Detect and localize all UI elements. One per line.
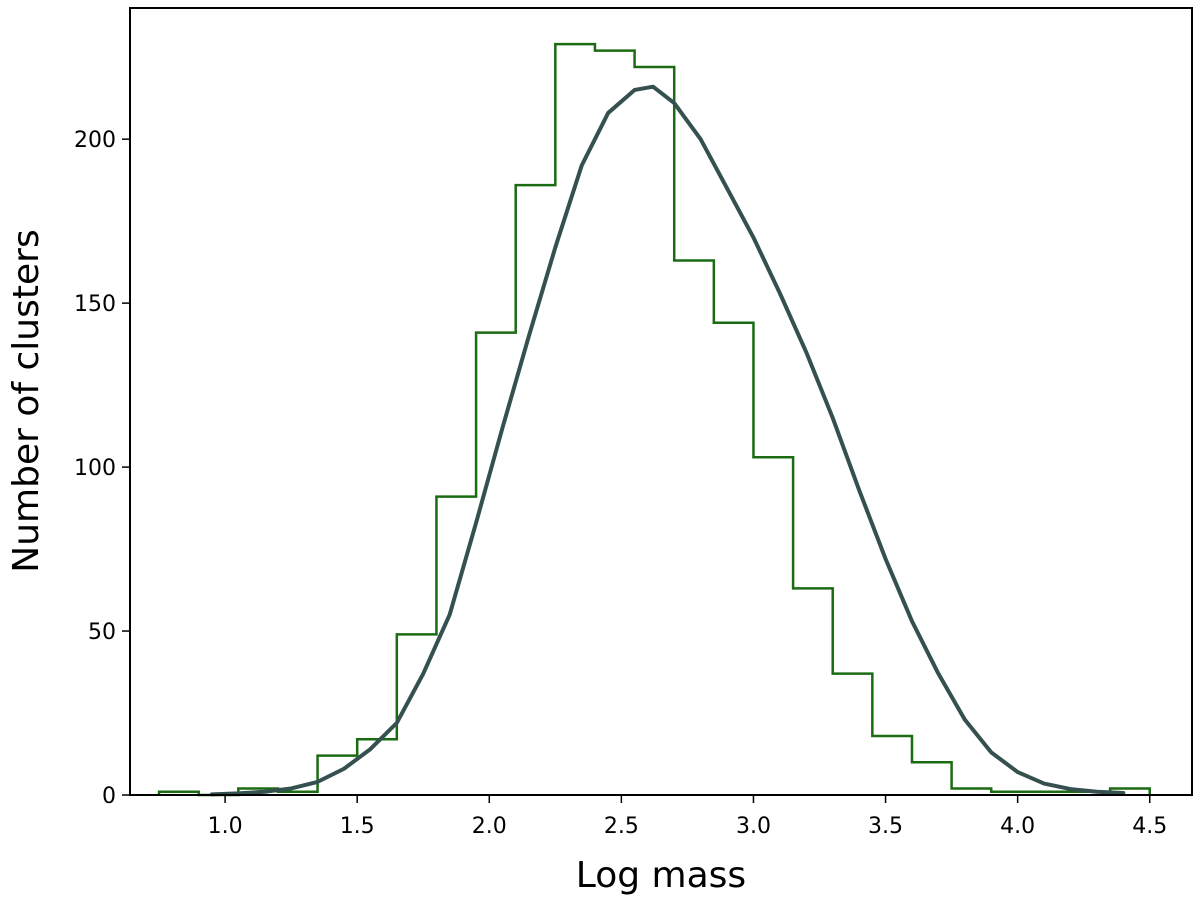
x-axis-label: Log mass [576,855,746,896]
histogram-steps [157,42,1151,797]
x-tick-label: 3.0 [736,814,771,839]
x-tick-label: 4.5 [1132,814,1167,839]
x-tick-label: 3.5 [868,814,903,839]
plot-frame [129,7,1193,796]
x-tick-label: 1.0 [208,814,243,839]
x-axis: 1.0 1.5 2.0 2.5 3.0 3.5 4.0 4.5 [208,795,1167,839]
fit-curve [209,84,1126,797]
y-tick-label: 200 [74,128,116,153]
y-tick-label: 50 [88,620,116,645]
x-tick-label: 2.0 [472,814,507,839]
curve-layer [209,84,1126,797]
y-axis-label: Number of clusters [6,229,47,572]
histogram-layer [157,42,1151,797]
x-tick-label: 2.5 [604,814,639,839]
y-tick-label: 150 [74,292,116,317]
plot-area [130,8,1192,795]
x-tick-label: 4.0 [1000,814,1035,839]
y-tick-label: 0 [102,784,116,809]
y-axis: 0 50 100 150 200 [74,128,130,809]
y-tick-label: 100 [74,456,116,481]
x-tick-label: 1.5 [340,814,375,839]
